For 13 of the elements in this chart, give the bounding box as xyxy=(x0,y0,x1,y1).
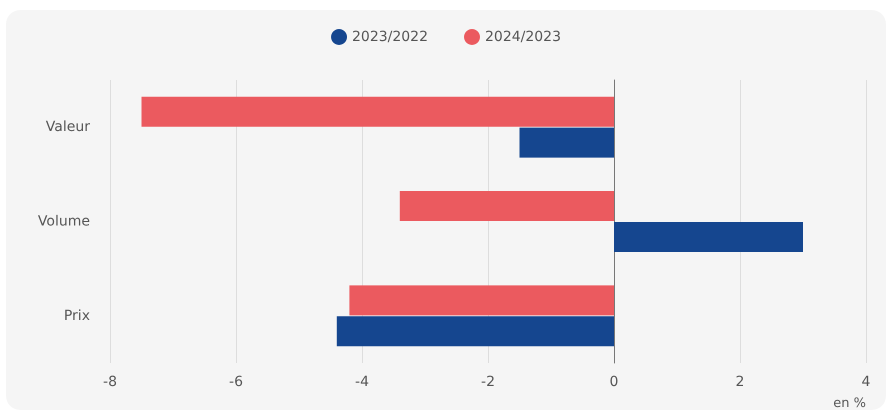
y-tick-label: Volume xyxy=(38,214,90,230)
legend-label: 2023/2022 xyxy=(352,29,428,45)
x-tick-label: 2 xyxy=(736,374,744,390)
x-tick-label: 0 xyxy=(610,374,618,390)
y-tick-label: Prix xyxy=(64,308,90,324)
legend-label: 2024/2023 xyxy=(485,29,561,45)
x-tick-label: -6 xyxy=(229,374,244,390)
x-axis-title: en % xyxy=(833,396,866,410)
x-tick-label: 4 xyxy=(862,374,871,390)
x-tick-label: -4 xyxy=(355,374,370,390)
x-tick-label: -2 xyxy=(481,374,495,390)
x-tick-label: -8 xyxy=(103,374,117,390)
y-tick-label: Valeur xyxy=(46,119,90,136)
